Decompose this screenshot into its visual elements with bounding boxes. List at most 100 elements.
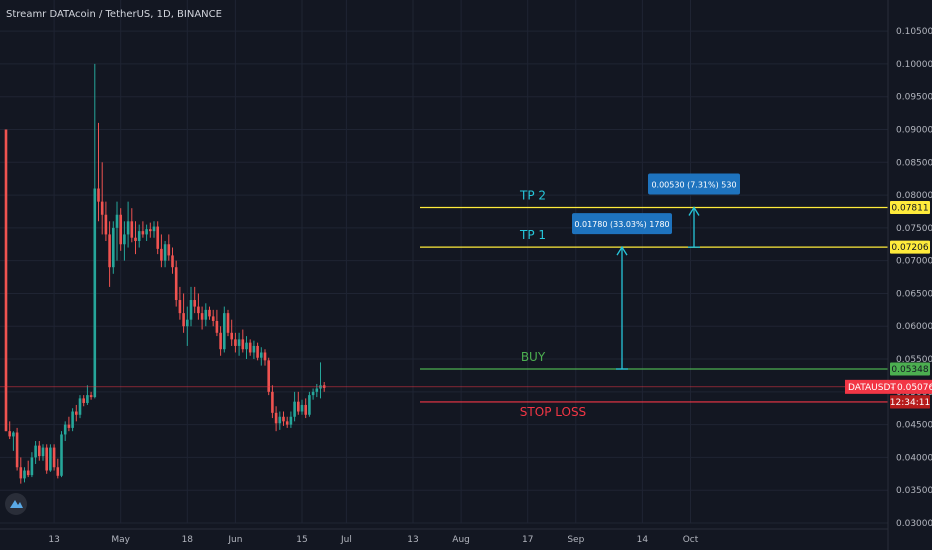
grid bbox=[0, 0, 888, 524]
candle bbox=[12, 431, 15, 451]
candle bbox=[241, 329, 245, 353]
level-price-tag-text: 0.05348 bbox=[891, 365, 928, 375]
time-axis[interactable]: 13 May 18 Jun 15 Jul 13 Aug 17 Sep 14 Oct bbox=[0, 528, 888, 545]
candle-body bbox=[304, 404, 307, 415]
last-price-tag: DATAUSDT- 0.05076 bbox=[845, 379, 932, 394]
candle bbox=[285, 416, 289, 428]
candle bbox=[82, 395, 85, 407]
level-label: TP 2 bbox=[519, 188, 546, 202]
candle-body bbox=[226, 313, 230, 333]
candle bbox=[223, 306, 226, 353]
level-price-tag: 0.05348 bbox=[890, 362, 930, 376]
candle bbox=[219, 326, 222, 356]
candle bbox=[297, 391, 300, 415]
price-tick-label: 0.10000 bbox=[896, 60, 932, 70]
candle bbox=[230, 319, 233, 346]
level-price-tag-bg bbox=[890, 240, 930, 254]
candle bbox=[186, 306, 189, 346]
price-tick-label: 0.04000 bbox=[896, 453, 932, 463]
candle-body bbox=[289, 416, 293, 425]
candle-body bbox=[30, 457, 34, 476]
candle bbox=[271, 385, 274, 419]
candle-body bbox=[278, 416, 282, 424]
candle bbox=[123, 221, 126, 261]
candle bbox=[200, 306, 204, 330]
candle bbox=[156, 221, 159, 255]
candle-body bbox=[156, 226, 159, 249]
candle bbox=[152, 221, 156, 238]
candle-body bbox=[149, 229, 152, 232]
candle-body bbox=[75, 411, 78, 415]
candle-body bbox=[86, 395, 89, 403]
candle-body bbox=[82, 398, 85, 403]
price-axis[interactable]: 0.10500 0.10000 0.09500 0.09000 0.08500 0.080… bbox=[845, 0, 932, 550]
candle bbox=[315, 383, 319, 398]
candle bbox=[97, 122, 100, 222]
tradingview-logo-icon[interactable] bbox=[5, 493, 27, 515]
candle bbox=[78, 395, 82, 419]
candle bbox=[145, 224, 148, 241]
candle bbox=[193, 286, 196, 314]
candle bbox=[252, 340, 256, 360]
candle-body bbox=[208, 309, 211, 317]
candle bbox=[237, 332, 241, 356]
candle bbox=[45, 444, 48, 474]
candle bbox=[189, 286, 193, 327]
candle-body bbox=[219, 332, 222, 350]
candle bbox=[108, 221, 111, 287]
candle bbox=[60, 431, 63, 478]
candle bbox=[126, 201, 130, 248]
candle-body bbox=[112, 227, 115, 268]
level-price-tag-text: 0.07206 bbox=[891, 243, 928, 253]
candle bbox=[38, 441, 41, 461]
candle-body bbox=[160, 248, 163, 261]
measure-arrow bbox=[688, 206, 700, 248]
candle-body bbox=[197, 306, 200, 314]
candle bbox=[293, 391, 296, 422]
candle bbox=[141, 221, 145, 238]
level-label: STOP LOSS bbox=[520, 405, 586, 419]
candle bbox=[89, 391, 93, 400]
time-tick-label: Aug bbox=[452, 535, 470, 545]
price-tick-label: 0.06500 bbox=[896, 289, 932, 299]
candle-body bbox=[56, 467, 60, 476]
time-tick-label: 13 bbox=[48, 535, 59, 545]
candle-body bbox=[274, 412, 278, 424]
candle bbox=[256, 342, 259, 361]
time-tick-label: Sep bbox=[567, 535, 584, 545]
price-tick-label: 0.10500 bbox=[896, 27, 932, 37]
candle bbox=[119, 208, 122, 251]
candle-body bbox=[267, 360, 270, 392]
candle-body bbox=[34, 445, 37, 458]
candle-body bbox=[78, 398, 82, 415]
candle-body bbox=[115, 214, 119, 228]
candle bbox=[163, 240, 167, 268]
candle-body bbox=[171, 255, 174, 268]
candle bbox=[167, 234, 171, 261]
candle bbox=[86, 385, 89, 405]
candle bbox=[197, 293, 200, 320]
measure-box-bg bbox=[648, 173, 740, 195]
last-price-tag-bg bbox=[845, 379, 932, 394]
candle-body bbox=[134, 237, 137, 241]
candle-body bbox=[12, 432, 15, 437]
measure-box-text: 0.01780 (33.03%) 1780 bbox=[574, 220, 669, 229]
candle bbox=[171, 247, 174, 274]
measure-box: 0.01780 (33.03%) 1780 bbox=[572, 213, 672, 235]
time-tick-label: 14 bbox=[637, 535, 649, 545]
candle bbox=[304, 398, 307, 419]
candle bbox=[211, 309, 215, 327]
candle bbox=[215, 309, 219, 337]
time-tick-label: 17 bbox=[522, 535, 533, 545]
candle-body bbox=[137, 231, 141, 241]
candle-body bbox=[260, 352, 263, 358]
price-tick-label: 0.09000 bbox=[896, 125, 932, 135]
level-price-tag: 0.07811 bbox=[890, 200, 930, 214]
candle-body bbox=[52, 447, 56, 468]
candle-body bbox=[23, 470, 26, 479]
price-tick-label: 0.08000 bbox=[896, 191, 932, 201]
price-tick-label: 0.09500 bbox=[896, 93, 932, 103]
candle bbox=[30, 452, 34, 478]
